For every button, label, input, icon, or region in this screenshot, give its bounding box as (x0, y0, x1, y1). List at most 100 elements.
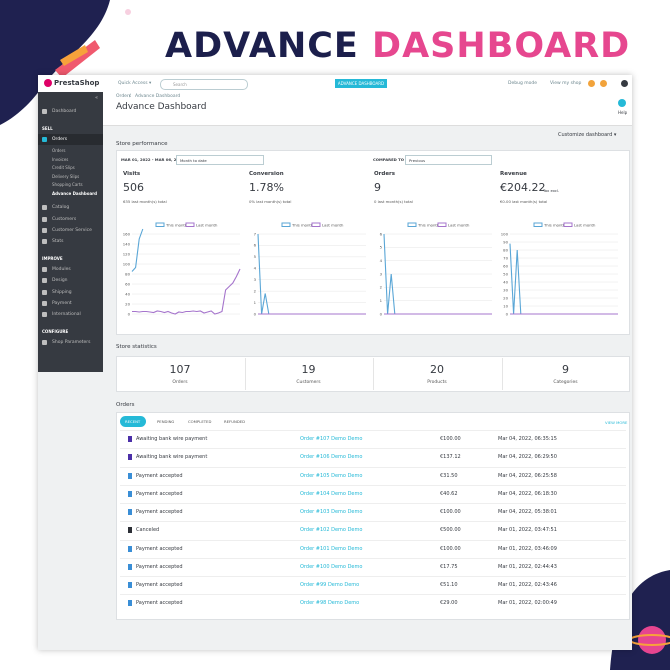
order-link[interactable]: Order #99 Demo Demo (300, 582, 360, 588)
header-icon[interactable] (600, 80, 607, 87)
order-date: Mar 04, 2022, 06:18:30 (498, 490, 557, 497)
sidebar-icon (42, 137, 47, 143)
y-tick-label: 0 (128, 311, 131, 316)
kpi-label: Conversion (249, 171, 284, 177)
sidebar-item[interactable]: Modules (52, 267, 71, 273)
order-link[interactable]: Order #107 Demo Demo (300, 436, 363, 442)
status-marker (128, 582, 132, 588)
header-area (103, 92, 632, 126)
sidebar-subitem[interactable]: Advance Dashboard (52, 190, 97, 196)
stat-value: 9 (562, 363, 569, 376)
kpi-note: 0 last month(s) total (374, 199, 413, 204)
tab[interactable]: REFUNDED (224, 419, 246, 424)
sidebar-icon (42, 312, 47, 317)
order-link[interactable]: Order #102 Demo Demo (300, 527, 363, 534)
legend-swatch (437, 222, 447, 227)
order-total: €31.50 (440, 472, 458, 479)
sidebar-item[interactable]: Orders (52, 137, 68, 143)
compared-label: COMPARED TO (373, 157, 404, 162)
tab-active[interactable] (120, 416, 146, 427)
kpi-label: Revenue (500, 171, 527, 177)
help[interactable]: Help (618, 110, 628, 115)
kpi-label: Orders (374, 171, 396, 177)
date-range: MAR 01, 2022 - MAR 06, 2022 (121, 157, 185, 162)
y-tick-label: 50 (503, 271, 508, 276)
breadcrumb[interactable]: Orders (116, 94, 132, 99)
sidebar-item[interactable]: Catalog (52, 205, 70, 211)
debug-mode[interactable]: Debug mode (508, 81, 537, 86)
status-marker (128, 545, 132, 552)
row-divider (120, 594, 626, 596)
sidebar-item[interactable]: Shop Parameters (52, 340, 91, 346)
legend-label: Last month (448, 222, 470, 227)
order-link[interactable]: Order #103 Demo Demo (300, 509, 363, 515)
sidebar-item[interactable]: Stats (52, 239, 64, 244)
period-value: Month to date (180, 157, 207, 163)
row-divider (120, 576, 626, 577)
order-link[interactable]: Order #104 Demo Demo (300, 490, 363, 497)
kpi-value: €204.22 (500, 181, 546, 194)
tab[interactable]: COMPLETED (188, 419, 212, 424)
sidebar-item[interactable]: Customers (52, 216, 77, 222)
row-divider (120, 484, 626, 486)
row-divider (120, 503, 626, 504)
customize[interactable]: Customize dashboard ▾ (558, 132, 617, 138)
sidebar-subitem[interactable]: Shopping Carts (52, 182, 83, 188)
sidebar-item[interactable]: Shipping (52, 289, 72, 295)
header-button[interactable]: ADVANCE DASHBOARD (335, 79, 387, 88)
line-chart: 0 1 2 3 4 5 6 7 This month Last month (254, 222, 366, 316)
order-status: Payment accepted (136, 563, 183, 570)
view-shop[interactable]: View my shop (550, 81, 582, 86)
sidebar-subitem[interactable]: Orders (52, 148, 66, 154)
tab[interactable]: PENDING (157, 419, 175, 424)
legend-label: Last month (574, 222, 596, 227)
legend-label: This month (291, 222, 314, 227)
sidebar-collapse[interactable]: « (95, 95, 99, 101)
view-more[interactable]: VIEW MORE (605, 420, 628, 425)
y-tick-label: 140 (123, 241, 131, 246)
order-link[interactable]: Order #101 Demo Demo (300, 545, 363, 552)
order-link[interactable]: Order #98 Demo Demo (300, 600, 360, 607)
sidebar-item[interactable]: Payment (52, 300, 72, 306)
order-status: Payment accepted (136, 490, 183, 497)
sidebar-subitem[interactable]: Credit Slips (52, 165, 75, 171)
order-link[interactable]: Order #106 Demo Demo (300, 454, 363, 461)
breadcrumb-sep: / (129, 94, 131, 99)
sidebar-icon (42, 267, 47, 273)
y-tick-label: 6 (254, 243, 257, 248)
order-status: Awaiting bank wire payment (136, 454, 208, 461)
tab[interactable]: RECENT (125, 419, 141, 424)
header-icon[interactable] (621, 80, 628, 87)
sidebar-item[interactable]: Customer Service (52, 227, 92, 233)
legend-label: Last month (196, 222, 218, 227)
header-icon[interactable] (588, 80, 595, 87)
order-link[interactable]: Order #105 Demo Demo (300, 472, 363, 479)
y-tick-label: 2 (380, 285, 383, 290)
compared-select[interactable]: Previous (405, 155, 492, 165)
y-tick-label: 20 (503, 295, 508, 300)
logo-icon (44, 79, 52, 87)
legend-swatch (407, 222, 417, 227)
y-tick-label: 5 (380, 245, 383, 250)
order-link[interactable]: Order #100 Demo Demo (300, 563, 363, 570)
quick-access[interactable]: Quick Access ▾ (118, 81, 152, 86)
sidebar-subitem[interactable]: Invoices (52, 156, 69, 162)
sidebar-item[interactable]: Design (52, 278, 68, 284)
sidebar-subitem[interactable]: Delivery Slips (52, 173, 80, 179)
status-marker (128, 490, 132, 497)
period-select[interactable]: Month to date (176, 155, 264, 165)
legend-swatch (281, 222, 291, 227)
sidebar-item[interactable]: International (52, 312, 81, 317)
sidebar: « Dashboard SELL Orders Orders Invoices Credit… (38, 92, 103, 372)
stat-value: 19 (301, 363, 316, 376)
line-chart: 0 10 20 30 40 50 60 70 80 90 100 This month Last mon… (501, 222, 618, 316)
y-tick-label: 120 (123, 251, 131, 256)
order-total: €29.00 (440, 600, 458, 607)
order-status: Payment accepted (136, 509, 183, 515)
breadcrumb[interactable]: Advance Dashboard (135, 94, 181, 99)
sidebar-item[interactable]: Dashboard (52, 109, 77, 114)
stat-label: Orders (172, 380, 188, 385)
search-box[interactable]: Search (160, 79, 248, 90)
y-tick-label: 0 (506, 311, 509, 316)
